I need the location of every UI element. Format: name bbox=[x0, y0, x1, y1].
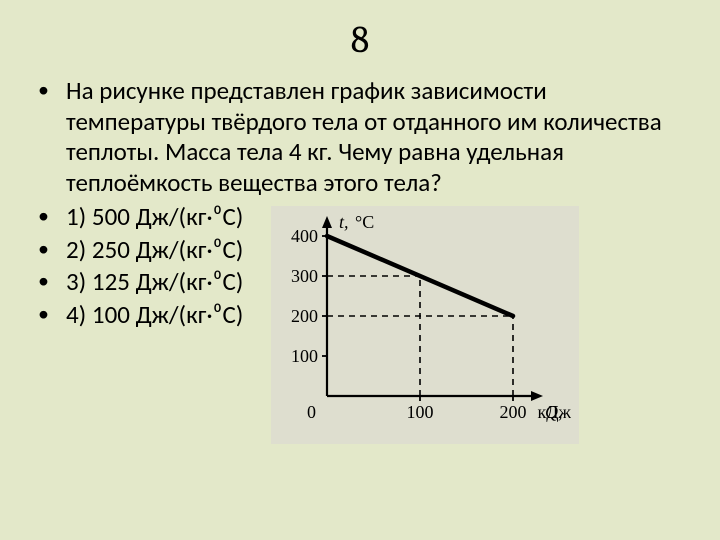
svg-text:300: 300 bbox=[291, 266, 318, 286]
bullet-icon: • bbox=[38, 76, 66, 105]
svg-text:кДж: кДж bbox=[538, 402, 572, 422]
option-row: • 1) 500 Дж/(кг·⁰С) bbox=[38, 202, 243, 233]
svg-text:0: 0 bbox=[307, 402, 316, 422]
slide-title: 8 bbox=[38, 18, 682, 62]
svg-text:100: 100 bbox=[291, 346, 318, 366]
lower-row: • 1) 500 Дж/(кг·⁰С) • 2) 250 Дж/(кг·⁰С) … bbox=[38, 202, 682, 444]
bullet-icon: • bbox=[38, 300, 66, 329]
content-area: • На рисунке представлен график зависимо… bbox=[38, 76, 682, 444]
chart-svg: 1002003004000100200t,°CQ,кДж bbox=[275, 210, 575, 440]
svg-text:200: 200 bbox=[291, 306, 318, 326]
bullet-icon: • bbox=[38, 267, 66, 296]
chart-panel: 1002003004000100200t,°CQ,кДж bbox=[271, 206, 579, 444]
bullet-icon: • bbox=[38, 235, 66, 264]
svg-text:°C: °C bbox=[355, 212, 374, 232]
svg-text:100: 100 bbox=[407, 402, 434, 422]
svg-text:400: 400 bbox=[291, 226, 318, 246]
svg-text:t,: t, bbox=[339, 212, 349, 232]
option-row: • 4) 100 Дж/(кг·⁰С) bbox=[38, 300, 243, 331]
svg-text:200: 200 bbox=[500, 402, 527, 422]
question-text: На рисунке представлен график зависимост… bbox=[66, 76, 682, 198]
question-bullet: • На рисунке представлен график зависимо… bbox=[38, 76, 682, 198]
answer-options: • 1) 500 Дж/(кг·⁰С) • 2) 250 Дж/(кг·⁰С) … bbox=[38, 202, 243, 332]
option-row: • 3) 125 Дж/(кг·⁰С) bbox=[38, 267, 243, 298]
bullet-icon: • bbox=[38, 202, 66, 231]
option-text: 3) 125 Дж/(кг·⁰С) bbox=[66, 267, 243, 298]
option-text: 1) 500 Дж/(кг·⁰С) bbox=[66, 202, 243, 233]
slide: 8 • На рисунке представлен график зависи… bbox=[0, 0, 720, 540]
option-text: 2) 250 Дж/(кг·⁰С) bbox=[66, 235, 243, 266]
option-row: • 2) 250 Дж/(кг·⁰С) bbox=[38, 235, 243, 266]
option-text: 4) 100 Дж/(кг·⁰С) bbox=[66, 300, 243, 331]
